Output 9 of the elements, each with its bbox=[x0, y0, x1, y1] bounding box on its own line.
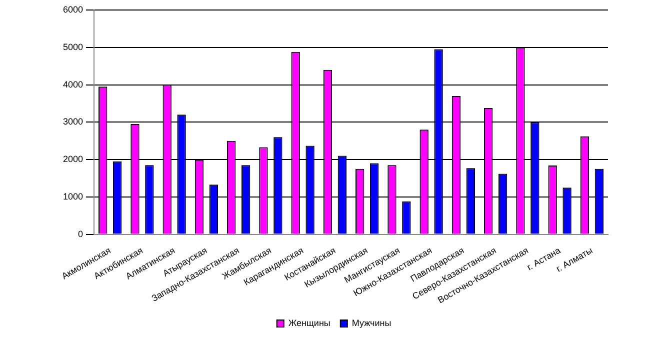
y-tick-label: 3000 bbox=[62, 116, 84, 127]
y-tick-label: 4000 bbox=[62, 79, 84, 90]
y-tick-label: 1000 bbox=[62, 191, 84, 202]
y-tick-label: 2000 bbox=[62, 154, 84, 164]
y-tick-label: 0 bbox=[78, 228, 84, 239]
y-tick-label: 5000 bbox=[62, 42, 84, 52]
y-tick-label: 6000 bbox=[62, 4, 84, 14]
legend-label: Мужчины bbox=[352, 318, 392, 328]
legend-label: Женщины bbox=[288, 318, 330, 328]
